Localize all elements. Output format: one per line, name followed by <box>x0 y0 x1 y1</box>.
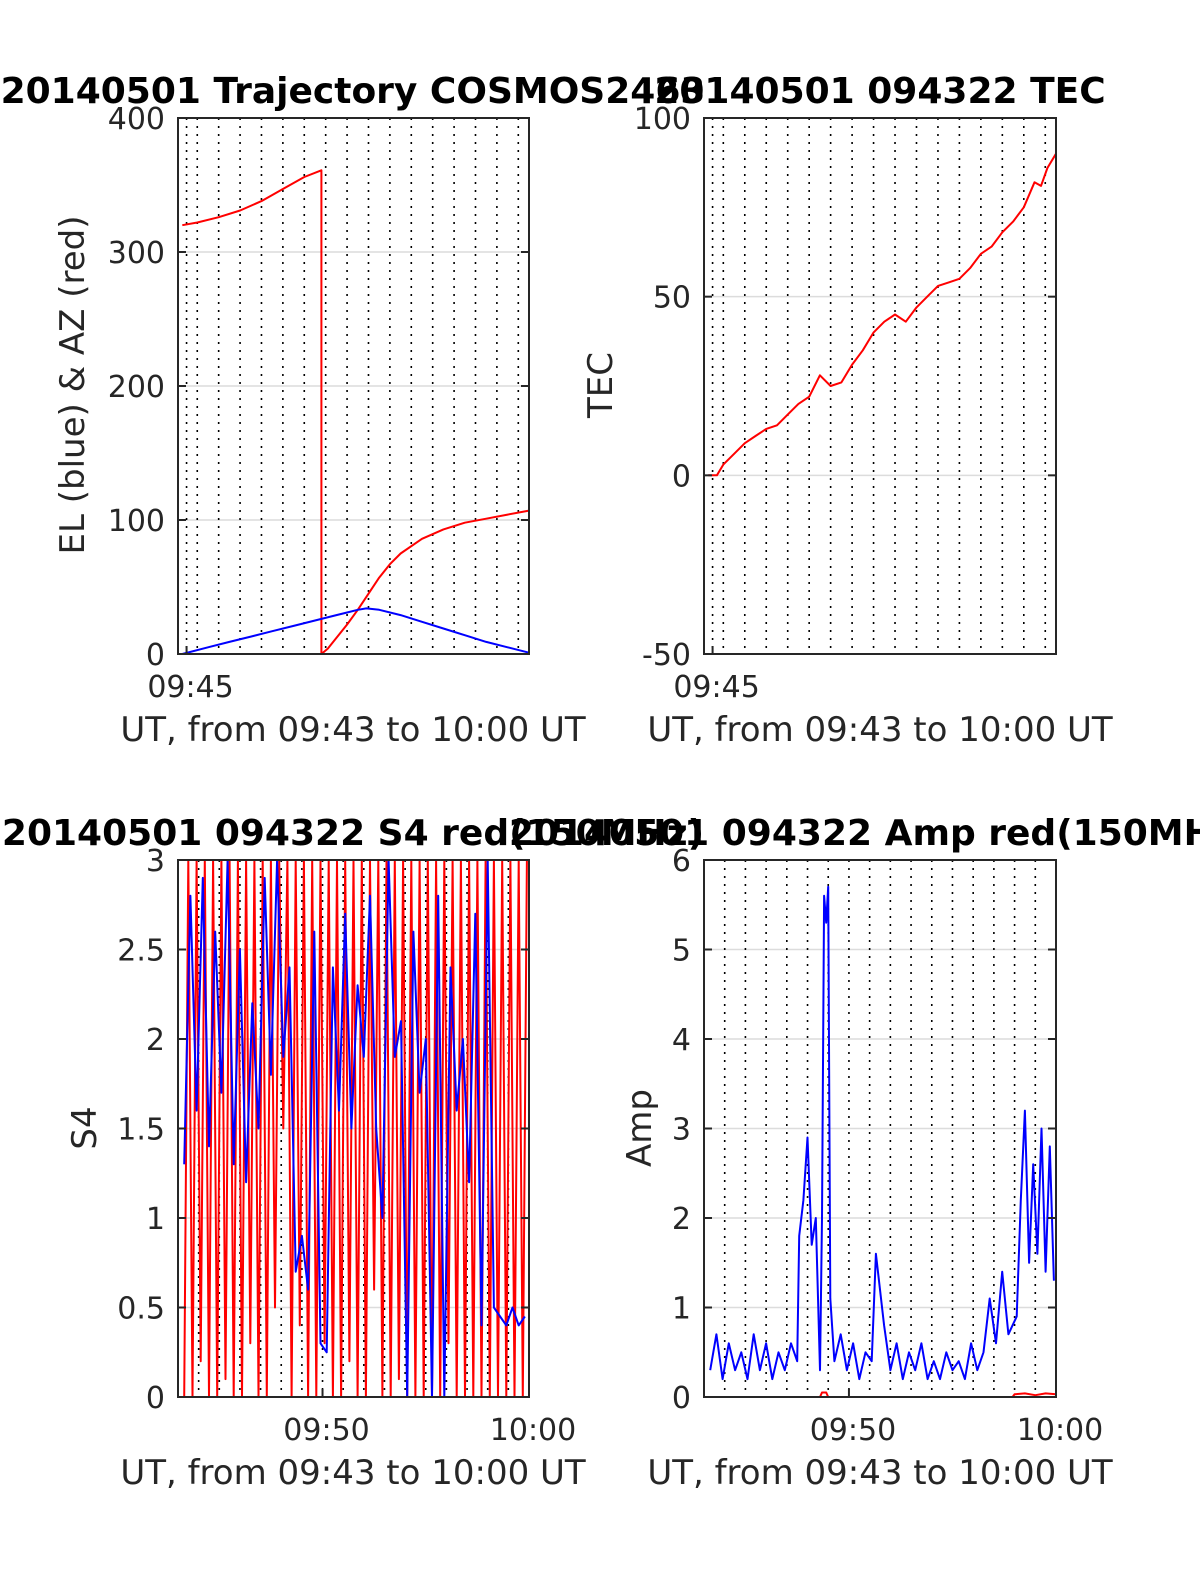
tec-ytick-label: 100 <box>634 102 691 137</box>
s4-ytick-label: 1.5 <box>117 1113 165 1148</box>
trajectory-ytick-label: 0 <box>146 638 165 673</box>
amp-panel: 20140501 094322 Amp red(150MHz) UT, from… <box>509 813 1200 1493</box>
tec-title: 20140501 094322 TEC <box>654 71 1105 112</box>
amp-ytick-label: 6 <box>672 844 691 879</box>
amp-ytick-label: 5 <box>672 934 691 969</box>
trajectory-ytick-label: 200 <box>108 370 165 405</box>
s4-ytick-label: 0.5 <box>117 1292 165 1327</box>
trajectory-xlabel: UT, from 09:43 to 10:00 UT <box>120 710 586 750</box>
tec-ylabel: TEC <box>581 352 621 419</box>
s4-xlabel: UT, from 09:43 to 10:00 UT <box>120 1453 586 1493</box>
amp-ytick-label: 3 <box>672 1113 691 1148</box>
trajectory-title: 20140501 Trajectory COSMOS2463 <box>1 71 706 112</box>
tec-axes-box <box>703 117 1057 655</box>
s4-ytick-label: 2 <box>146 1023 165 1058</box>
trajectory-ytick-label: 300 <box>108 236 165 271</box>
amp-xtick-label: 09:50 <box>810 1413 896 1448</box>
trajectory-series-el-line <box>182 607 530 655</box>
trajectory-ylabel: EL (blue) & AZ (red) <box>53 215 93 554</box>
s4-series-red-line <box>183 859 528 1398</box>
s4-title: 20140501 094322 S4 red(150MHz) <box>2 813 704 854</box>
tec-ytick-label: 50 <box>653 281 691 316</box>
tec-panel: 20140501 094322 TEC UT, from 09:43 to 10… <box>581 71 1113 750</box>
amp-ylabel: Amp <box>620 1089 660 1167</box>
trajectory-ytick-label: 100 <box>108 504 165 539</box>
amp-ytick-label: 4 <box>672 1023 691 1058</box>
s4-series-blue-line <box>183 859 526 1398</box>
amp-ytick-label: 0 <box>672 1381 691 1416</box>
tec-xtick-label: 09:45 <box>673 670 759 705</box>
tec-series-tec-line <box>708 153 1057 477</box>
s4-ytick-label: 2.5 <box>117 934 165 969</box>
amp-series-blue-line <box>709 885 1055 1381</box>
trajectory-series-az-line <box>182 169 530 655</box>
amp-ytick-label: 2 <box>672 1202 691 1237</box>
trajectory-panel: 20140501 Trajectory COSMOS2463 UT, from … <box>1 71 706 750</box>
s4-ytick-label: 3 <box>146 844 165 879</box>
s4-xtick-label: 10:00 <box>490 1413 576 1448</box>
trajectory-ytick-label: 400 <box>108 102 165 137</box>
amp-title: 20140501 094322 Amp red(150MHz) <box>509 813 1200 854</box>
tec-xlabel: UT, from 09:43 to 10:00 UT <box>647 710 1113 750</box>
trajectory-xtick-label: 09:45 <box>147 670 233 705</box>
s4-ylabel: S4 <box>65 1106 105 1149</box>
amp-xtick-label: 10:00 <box>1017 1413 1103 1448</box>
s4-panel: 20140501 094322 S4 red(150MHz) UT, from … <box>2 813 704 1493</box>
tec-ytick-label: -50 <box>642 638 691 673</box>
amp-xlabel: UT, from 09:43 to 10:00 UT <box>647 1453 1113 1493</box>
s4-ytick-label: 1 <box>146 1202 165 1237</box>
s4-ytick-label: 0 <box>146 1381 165 1416</box>
s4-xtick-label: 09:50 <box>283 1413 369 1448</box>
tec-ytick-label: 0 <box>672 459 691 494</box>
amp-ytick-label: 1 <box>672 1292 691 1327</box>
